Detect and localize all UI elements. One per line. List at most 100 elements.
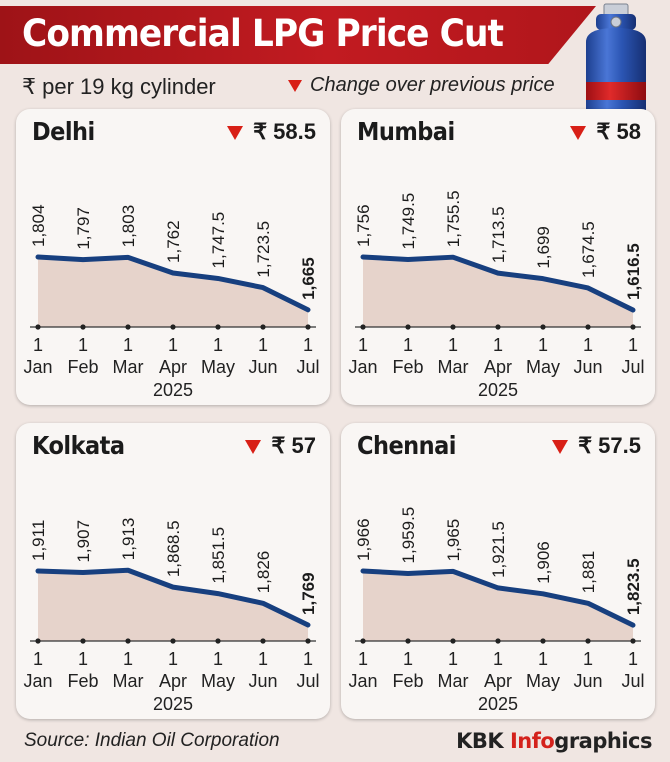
panel-kolkata: Kolkata ₹ 57 1 Jan 1,911 1 Feb 1,907 1 Mar 1,913…: [16, 423, 330, 719]
panel-chennai: Chennai ₹ 57.5 1 Jan 1,966 1 Feb 1,959.5 1 Mar 1…: [341, 423, 655, 719]
data-label: 1,907: [74, 520, 93, 563]
down-triangle-icon: [570, 126, 587, 141]
x-tick-dot: [495, 638, 501, 644]
price-change: ₹ 58.5: [227, 119, 316, 145]
x-tick-dot: [585, 324, 591, 330]
data-label: 1,699: [534, 226, 553, 269]
x-tick-dot: [585, 638, 591, 644]
data-label: 1,616.5: [624, 243, 643, 300]
x-tick-label-day: 1: [33, 335, 43, 355]
x-tick-label-month: Jul: [296, 357, 319, 377]
x-tick-label-month: Jul: [296, 671, 319, 691]
data-label: 1,851.5: [209, 527, 228, 584]
x-tick-dot: [360, 638, 366, 644]
x-tick-label-day: 1: [168, 649, 178, 669]
x-tick-label-day: 1: [78, 335, 88, 355]
x-tick-label-day: 1: [123, 649, 133, 669]
x-tick-label-month: Feb: [67, 671, 98, 691]
x-tick-label-month: Apr: [484, 357, 512, 377]
x-tick-dot: [80, 638, 86, 644]
x-tick-label-day: 1: [448, 335, 458, 355]
price-change: ₹ 58: [570, 119, 641, 145]
x-tick-label-month: Apr: [159, 357, 187, 377]
data-label: 1,881: [579, 551, 598, 594]
x-tick-label-day: 1: [583, 335, 593, 355]
brand-prefix: KBK: [456, 729, 510, 753]
panel-delhi: Delhi ₹ 58.5 1 Jan 1,804 1 Feb 1,797 1 Mar 1,803…: [16, 109, 330, 405]
x-tick-dot: [305, 324, 311, 330]
data-label: 1,826: [254, 551, 273, 594]
brand-suffix: graphics: [554, 729, 652, 753]
x-tick-label-day: 1: [403, 335, 413, 355]
x-tick-label-month: Jun: [573, 671, 602, 691]
x-tick-dot: [540, 324, 546, 330]
panel-mumbai: Mumbai ₹ 58 1 Jan 1,756 1 Feb 1,749.5 1 Mar 1,75…: [341, 109, 655, 405]
data-label: 1,803: [119, 205, 138, 248]
price-line: [360, 568, 636, 628]
data-label: 1,755.5: [444, 190, 463, 247]
x-tick-label-month: Jun: [573, 357, 602, 377]
x-tick-label-month: Mar: [438, 671, 469, 691]
x-tick-dot: [630, 638, 636, 644]
city-title: Chennai: [357, 431, 456, 460]
change-value: ₹ 58: [596, 119, 641, 144]
city-title: Kolkata: [32, 431, 125, 460]
x-tick-label-month: May: [526, 671, 560, 691]
x-tick-dot: [125, 324, 131, 330]
x-tick-label-month: Mar: [113, 357, 144, 377]
source-note: Source: Indian Oil Corporation: [24, 730, 280, 751]
chart-delhi: 1Jan1,8041Feb1,7971Mar1,8031Apr1,7621May…: [23, 204, 319, 400]
down-triangle-icon: [245, 440, 262, 455]
x-tick-label-month: Jan: [23, 357, 52, 377]
x-tick-label-month: Feb: [392, 671, 423, 691]
data-label: 1,804: [29, 204, 48, 247]
price-area: [38, 257, 308, 327]
x-tick-dot: [125, 638, 131, 644]
x-tick-label-month: Apr: [159, 671, 187, 691]
x-tick-dot: [360, 324, 366, 330]
x-tick-dot: [260, 638, 266, 644]
x-tick-label-day: 1: [213, 335, 223, 355]
x-tick-label-day: 1: [258, 649, 268, 669]
x-tick-label-day: 1: [303, 649, 313, 669]
data-label: 1,674.5: [579, 221, 598, 278]
data-label: 1,762: [164, 220, 183, 263]
chart-kolkata: 1Jan1,9111Feb1,9071Mar1,9131Apr1,868.51M…: [23, 518, 319, 714]
x-tick-label-day: 1: [628, 649, 638, 669]
x-tick-label-month: Feb: [392, 357, 423, 377]
data-label: 1,913: [119, 518, 138, 561]
x-tick-label-month: Mar: [113, 671, 144, 691]
x-tick-label-month: May: [526, 357, 560, 377]
x-tick-label-month: Jun: [248, 671, 277, 691]
price-change: ₹ 57.5: [552, 433, 641, 459]
x-tick-label-month: Jan: [23, 671, 52, 691]
data-label: 1,749.5: [399, 193, 418, 250]
x-tick-label-month: Mar: [438, 357, 469, 377]
data-label: 1,959.5: [399, 507, 418, 564]
x-tick-label-day: 1: [358, 335, 368, 355]
year-label: 2025: [153, 380, 193, 400]
x-tick-label-month: Jun: [248, 357, 277, 377]
year-label: 2025: [478, 694, 518, 714]
data-label: 1,966: [354, 518, 373, 561]
legend-label: Change over previous price: [310, 74, 555, 96]
x-tick-label-month: May: [201, 357, 235, 377]
x-tick-label-day: 1: [583, 649, 593, 669]
down-triangle-icon: [227, 126, 244, 141]
price-line: [35, 254, 311, 313]
title-banner: [0, 6, 596, 64]
x-tick-label-month: Jan: [348, 671, 377, 691]
change-value: ₹ 57.5: [578, 433, 641, 458]
price-area: [363, 257, 633, 327]
chart-mumbai: 1Jan1,7561Feb1,749.51Mar1,755.51Apr1,713…: [348, 190, 644, 400]
down-triangle-icon: [552, 440, 569, 455]
x-tick-label-day: 1: [213, 649, 223, 669]
data-label: 1,797: [74, 207, 93, 250]
x-tick-label-day: 1: [358, 649, 368, 669]
x-tick-dot: [215, 324, 221, 330]
data-label: 1,906: [534, 541, 553, 584]
data-label: 1,665: [299, 257, 318, 300]
x-tick-label-month: May: [201, 671, 235, 691]
x-tick-label-day: 1: [493, 649, 503, 669]
change-value: ₹ 57: [271, 433, 316, 458]
